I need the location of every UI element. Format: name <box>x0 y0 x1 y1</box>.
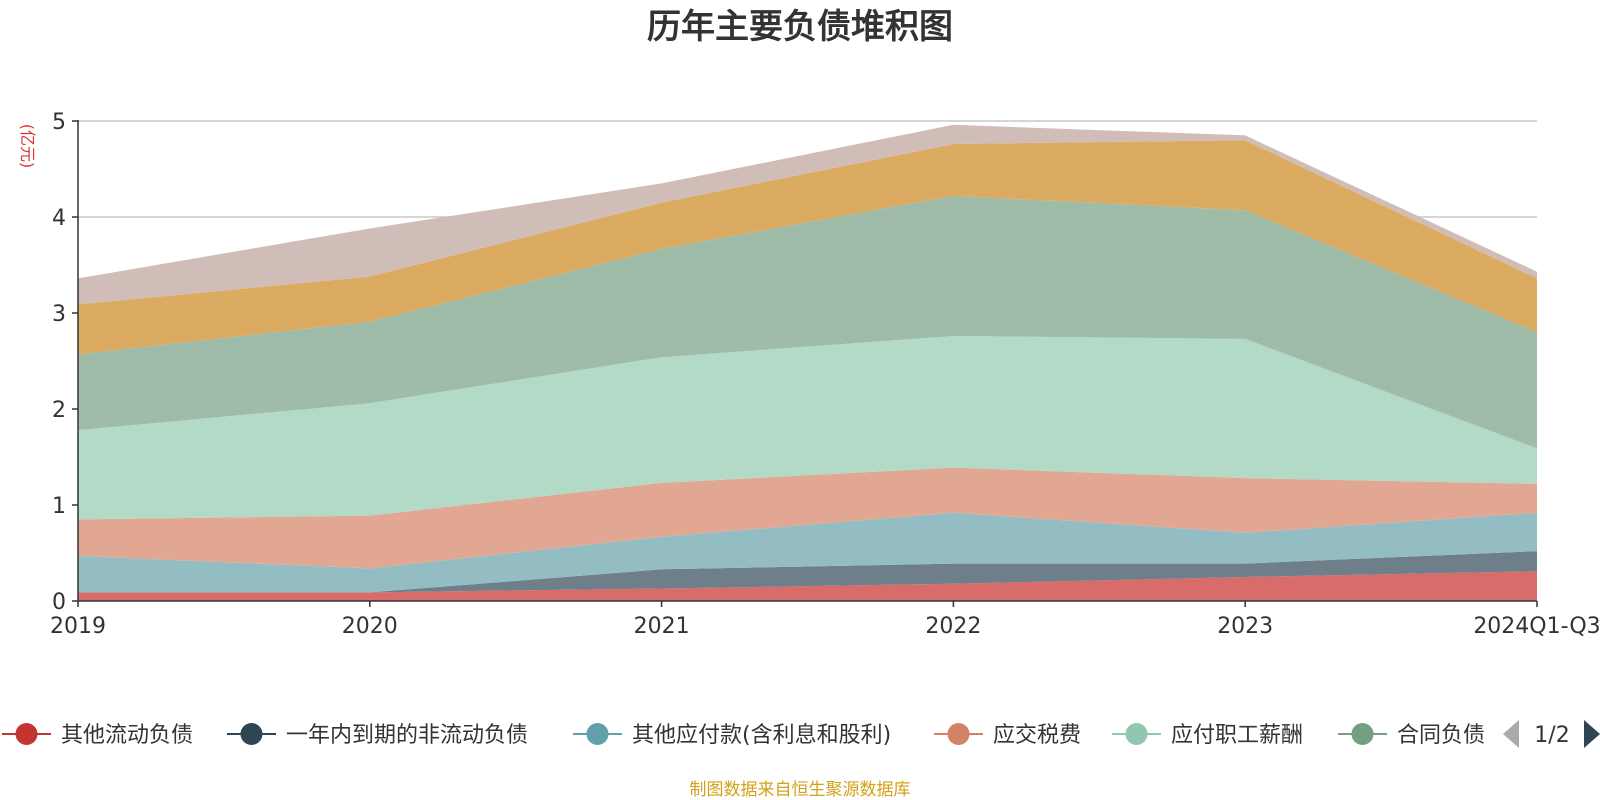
y-tick-label: 3 <box>52 302 66 327</box>
x-tick-label: 2024Q1-Q3 <box>1473 614 1600 639</box>
legend-circle-icon <box>586 723 609 745</box>
legend-item-1[interactable]: 其他流动负债 <box>2 723 193 748</box>
y-tick-label: 2 <box>52 398 66 423</box>
chart-title: 历年主要负债堆积图 <box>647 7 953 47</box>
legend-next-page-arrow-icon[interactable] <box>1584 720 1600 748</box>
legend-item-5[interactable]: 应付职工薪酬 <box>1112 723 1303 748</box>
x-tick-label: 2021 <box>634 614 690 639</box>
legend-page-indicator: 1/2 <box>1534 723 1569 748</box>
y-tick-label: 5 <box>52 110 66 135</box>
legend-circle-icon <box>1351 723 1374 745</box>
legend-item-3[interactable]: 其他应付款(含利息和股利) <box>573 723 891 748</box>
area-series-2 <box>78 551 1537 593</box>
axes: 0 1 2 3 4 5 2019 2020 2021 2022 2023 2024Q1-Q3 <box>50 110 1600 639</box>
y-tick-label: 4 <box>52 206 66 231</box>
legend-label: 其他流动负债 <box>61 723 193 748</box>
x-tick-label: 2020 <box>342 614 398 639</box>
legend-item-2[interactable]: 一年内到期的非流动负债 <box>227 723 528 748</box>
area-series-1 <box>78 571 1537 601</box>
y-tick-label: 1 <box>52 494 66 519</box>
legend-prev-page-arrow-icon[interactable] <box>1503 720 1519 748</box>
legend: 其他流动负债 一年内到期的非流动负债 其他应付款(含利息和股利) 应交税费 应付职工薪酬… <box>2 723 1485 748</box>
legend-circle-icon <box>1125 723 1148 745</box>
legend-label: 应交税费 <box>993 723 1081 748</box>
area-series-8 <box>78 124 1537 305</box>
legend-item-4[interactable]: 应交税费 <box>934 723 1081 748</box>
area-series-5 <box>78 336 1537 520</box>
area-series-7 <box>78 140 1537 355</box>
data-source-note: 制图数据来自恒生聚源数据库 <box>690 780 911 800</box>
area-series-4 <box>78 467 1537 569</box>
legend-pager: 1/2 <box>1503 720 1600 748</box>
area-series-6 <box>78 195 1537 449</box>
legend-circle-icon <box>15 723 38 745</box>
legend-label: 其他应付款(含利息和股利) <box>632 723 891 748</box>
x-tick-label: 2019 <box>50 614 106 639</box>
area-series-3 <box>78 512 1537 593</box>
legend-label: 一年内到期的非流动负债 <box>286 723 528 748</box>
y-tick-label: 0 <box>52 590 66 615</box>
legend-label: 应付职工薪酬 <box>1171 723 1303 748</box>
y-axis-unit-label: (亿元) <box>18 124 37 169</box>
x-tick-label: 2022 <box>925 614 981 639</box>
legend-label: 合同负债 <box>1397 723 1485 748</box>
legend-circle-icon <box>240 723 263 745</box>
x-tick-label: 2023 <box>1217 614 1273 639</box>
legend-circle-icon <box>947 723 970 745</box>
area-series-group <box>78 124 1537 601</box>
legend-item-6[interactable]: 合同负债 <box>1338 723 1485 748</box>
